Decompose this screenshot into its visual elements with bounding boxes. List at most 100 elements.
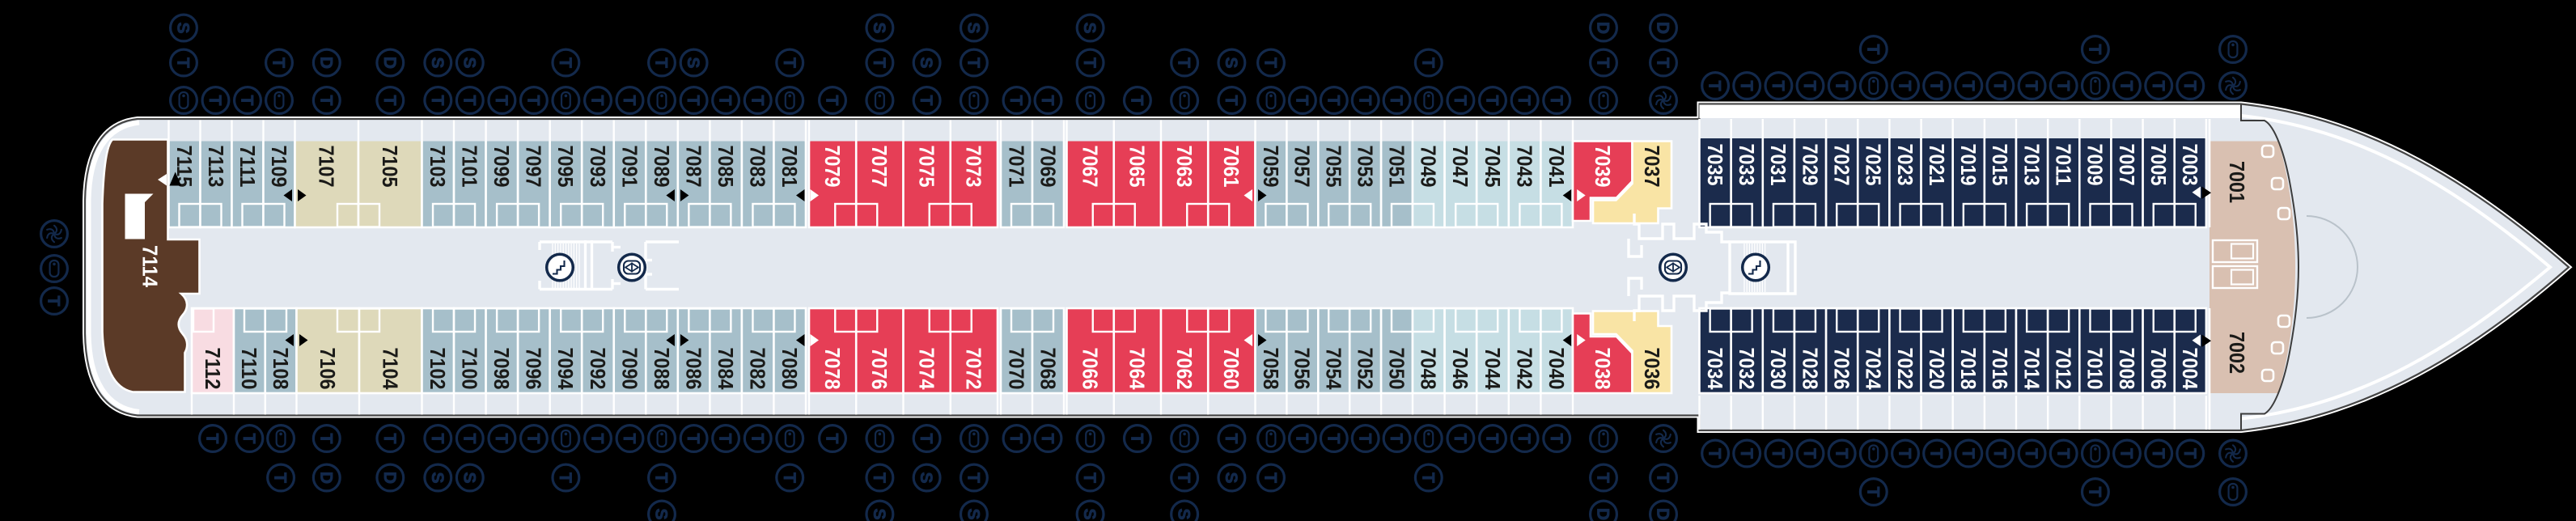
svg-text:T: T: [2117, 448, 2136, 459]
svg-text:7049: 7049: [1417, 146, 1441, 188]
svg-text:T: T: [1863, 44, 1882, 55]
svg-text:7023: 7023: [1893, 144, 1917, 186]
svg-text:7048: 7048: [1417, 348, 1441, 390]
svg-text:T: T: [556, 472, 574, 483]
svg-text:7062: 7062: [1172, 348, 1197, 390]
svg-text:7038: 7038: [1591, 348, 1615, 390]
svg-text:T: T: [780, 57, 799, 68]
svg-text:T: T: [1483, 434, 1502, 444]
svg-text:T: T: [316, 434, 335, 444]
svg-text:T: T: [1594, 472, 1612, 483]
svg-text:T: T: [1387, 434, 1405, 444]
svg-text:T: T: [1705, 81, 1724, 91]
svg-text:7051: 7051: [1384, 146, 1409, 188]
svg-text:7063: 7063: [1172, 146, 1197, 188]
svg-text:7064: 7064: [1125, 348, 1150, 390]
svg-text:T: T: [524, 95, 543, 106]
svg-text:T: T: [964, 472, 983, 483]
svg-text:7094: 7094: [553, 348, 578, 390]
svg-text:7005: 7005: [2146, 144, 2171, 186]
svg-text:7100: 7100: [458, 348, 482, 390]
svg-text:7061: 7061: [1219, 146, 1244, 188]
svg-text:T: T: [1128, 95, 1146, 106]
svg-text:T: T: [1594, 57, 1612, 68]
svg-text:7034: 7034: [1703, 348, 1727, 390]
svg-text:7047: 7047: [1448, 146, 1472, 188]
svg-text:7029: 7029: [1798, 144, 1822, 186]
svg-text:7021: 7021: [1925, 144, 1949, 186]
svg-text:7089: 7089: [650, 146, 674, 188]
svg-text:7072: 7072: [962, 348, 986, 390]
svg-text:7052: 7052: [1354, 348, 1378, 390]
svg-text:7016: 7016: [1988, 348, 2012, 390]
svg-text:T: T: [1927, 448, 1946, 459]
svg-text:T: T: [271, 472, 290, 483]
svg-text:T: T: [174, 57, 193, 68]
svg-text:7082: 7082: [746, 348, 770, 390]
svg-text:7011: 7011: [2052, 144, 2076, 186]
svg-text:S: S: [652, 508, 671, 519]
svg-text:S: S: [428, 472, 447, 483]
svg-text:T: T: [1293, 95, 1311, 106]
svg-text:7113: 7113: [204, 146, 228, 188]
svg-text:T: T: [2022, 81, 2040, 91]
svg-text:S: S: [964, 508, 983, 519]
svg-text:7024: 7024: [1862, 348, 1886, 390]
svg-text:7077: 7077: [867, 146, 892, 188]
svg-text:T: T: [1418, 57, 1437, 68]
svg-text:T: T: [620, 95, 638, 106]
svg-text:T: T: [652, 472, 671, 483]
svg-text:7037: 7037: [1640, 146, 1664, 188]
svg-text:T: T: [492, 434, 511, 444]
svg-text:T: T: [524, 434, 543, 444]
svg-text:T: T: [203, 434, 222, 444]
svg-text:D: D: [380, 57, 399, 69]
svg-text:D: D: [1654, 22, 1672, 34]
svg-text:T: T: [1990, 81, 2009, 91]
svg-text:7083: 7083: [746, 146, 770, 188]
svg-text:D: D: [316, 57, 335, 69]
svg-text:7055: 7055: [1322, 146, 1346, 188]
svg-text:T: T: [44, 296, 63, 307]
svg-text:7039: 7039: [1591, 146, 1615, 188]
svg-text:T: T: [1451, 95, 1469, 106]
svg-text:T: T: [2180, 81, 2199, 91]
svg-text:7030: 7030: [1766, 348, 1790, 390]
svg-text:D: D: [1594, 22, 1612, 34]
svg-text:T: T: [1737, 81, 1756, 91]
svg-text:T: T: [1547, 434, 1566, 444]
svg-text:7042: 7042: [1512, 348, 1536, 390]
svg-text:7079: 7079: [820, 146, 845, 188]
svg-text:T: T: [684, 434, 702, 444]
svg-text:T: T: [1324, 434, 1342, 444]
svg-text:S: S: [917, 57, 935, 68]
svg-text:7088: 7088: [650, 348, 674, 390]
svg-text:7102: 7102: [426, 348, 450, 390]
svg-text:7076: 7076: [867, 348, 892, 390]
svg-text:T: T: [1355, 434, 1374, 444]
svg-text:T: T: [1863, 487, 1882, 498]
svg-text:T: T: [1483, 95, 1502, 106]
svg-text:7060: 7060: [1219, 348, 1244, 390]
svg-text:T: T: [1080, 57, 1099, 68]
svg-text:T: T: [1451, 434, 1469, 444]
svg-text:7097: 7097: [522, 146, 546, 188]
svg-text:T: T: [1418, 472, 1437, 483]
svg-text:S: S: [870, 22, 888, 33]
svg-text:T: T: [823, 434, 841, 444]
svg-text:T: T: [1654, 57, 1672, 68]
svg-text:T: T: [1800, 448, 1819, 459]
svg-text:T: T: [1006, 434, 1025, 444]
svg-text:D: D: [316, 472, 335, 484]
svg-text:7050: 7050: [1384, 348, 1409, 390]
svg-text:T: T: [1261, 57, 1280, 68]
svg-text:7090: 7090: [617, 348, 642, 390]
svg-text:T: T: [620, 434, 638, 444]
svg-text:T: T: [1515, 434, 1533, 444]
svg-text:T: T: [428, 434, 447, 444]
svg-text:7084: 7084: [714, 348, 738, 390]
svg-text:7068: 7068: [1036, 348, 1060, 390]
svg-text:T: T: [428, 95, 447, 106]
svg-text:7003: 7003: [2178, 144, 2202, 186]
svg-text:T: T: [1737, 448, 1756, 459]
